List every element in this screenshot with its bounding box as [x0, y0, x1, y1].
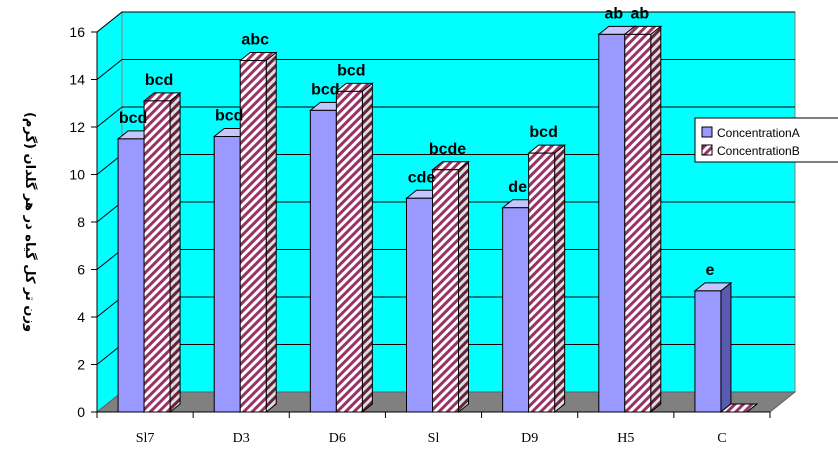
legend: ConcentrationA ConcentrationB	[694, 117, 838, 163]
gridline	[96, 11, 795, 33]
y-tick-label: 6	[77, 262, 85, 278]
bar-front	[406, 197, 433, 413]
bar-front	[598, 33, 626, 413]
bar-b-d9	[527, 144, 567, 414]
bar-front	[239, 60, 267, 413]
gridline	[96, 59, 795, 80]
x-tick-label: Sl7	[136, 431, 155, 446]
bar-front	[432, 169, 459, 413]
x-tick-label: H5	[617, 431, 634, 446]
y-tick-label: 8	[77, 214, 85, 230]
bar-a-c	[693, 281, 733, 414]
y-tick-label: 12	[69, 119, 85, 135]
bar-b-sl7	[142, 91, 182, 414]
bar-front	[694, 290, 722, 413]
data-label: bcd	[529, 124, 557, 141]
y-tick-label: 10	[69, 167, 85, 183]
bar-side	[720, 281, 732, 414]
y-axis-label: وزن تر کل گیاه در هر گلدان (گرم)	[22, 112, 38, 332]
bar-front	[309, 109, 337, 413]
data-label: bcd	[311, 81, 339, 98]
bar-side	[650, 25, 662, 414]
legend-entry: ConcentrationA	[717, 126, 800, 140]
bar-side	[458, 160, 469, 414]
bar-front	[624, 33, 652, 413]
data-label: abc	[241, 32, 269, 49]
bar-front	[117, 138, 145, 413]
bar-side	[265, 51, 277, 414]
x-tick-label: D9	[521, 431, 538, 446]
x-tick-label: C	[717, 431, 726, 446]
y-tick-label: 14	[69, 72, 85, 88]
data-labels: bcd bcd bcd cde de ab e bcd abc bcd bcde bcd ab	[119, 5, 715, 279]
bar-front	[213, 136, 241, 413]
bar-front	[335, 90, 363, 413]
data-label: ab	[630, 5, 649, 22]
bar-b-d3	[238, 51, 278, 414]
legend-box	[694, 117, 838, 163]
bars	[116, 25, 759, 414]
bar-front	[528, 152, 556, 413]
data-label: bcde	[429, 141, 466, 158]
bar-side	[169, 91, 181, 414]
bar-b-c	[719, 403, 759, 413]
y-tick-label: 4	[77, 309, 85, 325]
gridline	[96, 106, 795, 128]
x-tick-label: Sl	[428, 431, 440, 446]
legend-swatch	[701, 144, 713, 156]
data-label: bcd	[215, 108, 243, 125]
bar-b-d6	[334, 82, 374, 414]
legend-swatch	[701, 126, 713, 138]
bar-side	[554, 144, 566, 414]
data-label: bcd	[119, 110, 147, 127]
bar-b-sl	[431, 160, 470, 414]
legend-entry: ConcentrationB	[717, 144, 800, 158]
bar-side	[361, 82, 373, 414]
data-label: bcd	[145, 72, 173, 89]
data-label: bcd	[337, 62, 365, 79]
y-tick-label: 16	[69, 24, 85, 40]
data-label: e	[705, 262, 714, 279]
y-tick-label: 2	[77, 357, 85, 373]
data-label: cde	[408, 169, 436, 186]
data-label: ab	[604, 5, 623, 22]
x-tick-label: D6	[329, 431, 346, 446]
data-label: de	[508, 179, 527, 196]
y-tick-label: 0	[77, 404, 85, 420]
bar-front	[143, 100, 171, 413]
bar-b-h5	[623, 25, 663, 414]
bar-side	[746, 403, 758, 413]
bar-front	[502, 207, 530, 413]
x-tick-label: D3	[233, 431, 250, 446]
